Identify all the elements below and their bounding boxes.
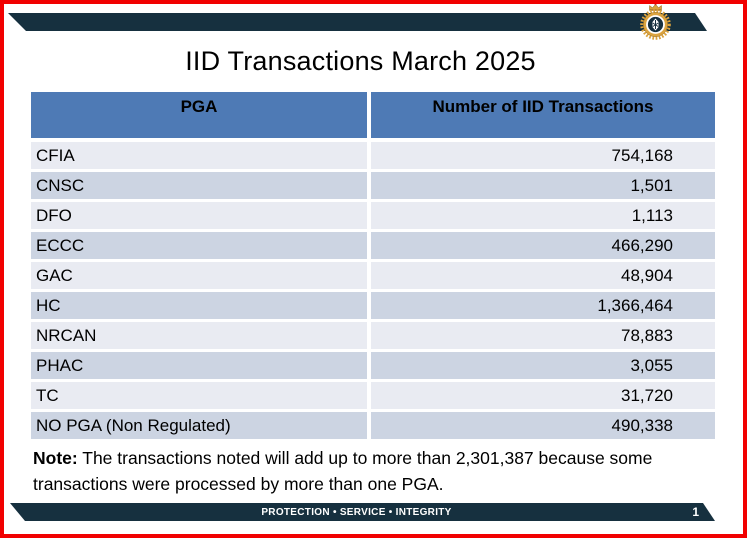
page-number: 1 bbox=[692, 505, 699, 519]
cell-count: 31,720 bbox=[371, 382, 715, 409]
column-header-pga: PGA bbox=[31, 92, 367, 138]
cell-count: 754,168 bbox=[371, 142, 715, 169]
cbsa-crest-icon bbox=[640, 4, 671, 40]
transactions-table: PGA Number of IID Transactions CFIA 754,… bbox=[31, 92, 715, 442]
cell-count: 490,338 bbox=[371, 412, 715, 439]
table-row: TC 31,720 bbox=[31, 382, 715, 409]
cell-pga: TC bbox=[31, 382, 367, 409]
cell-count: 466,290 bbox=[371, 232, 715, 259]
note-label: Note: bbox=[33, 448, 78, 468]
cell-pga: PHAC bbox=[31, 352, 367, 379]
footer-motto: PROTECTION • SERVICE • INTEGRITY bbox=[261, 506, 452, 518]
table-row: CFIA 754,168 bbox=[31, 142, 715, 169]
cell-pga: ECCC bbox=[31, 232, 367, 259]
cell-pga: DFO bbox=[31, 202, 367, 229]
table-row: HC 1,366,464 bbox=[31, 292, 715, 319]
cell-pga: NO PGA (Non Regulated) bbox=[31, 412, 367, 439]
note-text: Note: The transactions noted will add up… bbox=[33, 445, 661, 497]
column-header-count: Number of IID Transactions bbox=[371, 92, 715, 138]
cell-count: 1,366,464 bbox=[371, 292, 715, 319]
table-row: ECCC 466,290 bbox=[31, 232, 715, 259]
table-row: NO PGA (Non Regulated) 490,338 bbox=[31, 412, 715, 439]
cell-count: 1,113 bbox=[371, 202, 715, 229]
cell-count: 48,904 bbox=[371, 262, 715, 289]
note-body: The transactions noted will add up to mo… bbox=[33, 448, 653, 494]
cell-count: 3,055 bbox=[371, 352, 715, 379]
cell-count: 78,883 bbox=[371, 322, 715, 349]
cell-pga: GAC bbox=[31, 262, 367, 289]
header-banner bbox=[8, 13, 707, 31]
cell-pga: CNSC bbox=[31, 172, 367, 199]
table-row: DFO 1,113 bbox=[31, 202, 715, 229]
cell-pga: HC bbox=[31, 292, 367, 319]
cell-pga: CFIA bbox=[31, 142, 367, 169]
table-header-row: PGA Number of IID Transactions bbox=[31, 92, 715, 138]
table-row: PHAC 3,055 bbox=[31, 352, 715, 379]
table-row: CNSC 1,501 bbox=[31, 172, 715, 199]
page-title: IID Transactions March 2025 bbox=[185, 46, 536, 76]
cell-pga: NRCAN bbox=[31, 322, 367, 349]
cell-count: 1,501 bbox=[371, 172, 715, 199]
footer-banner: PROTECTION • SERVICE • INTEGRITY 1 bbox=[10, 503, 715, 521]
table-row: GAC 48,904 bbox=[31, 262, 715, 289]
table-row: NRCAN 78,883 bbox=[31, 322, 715, 349]
